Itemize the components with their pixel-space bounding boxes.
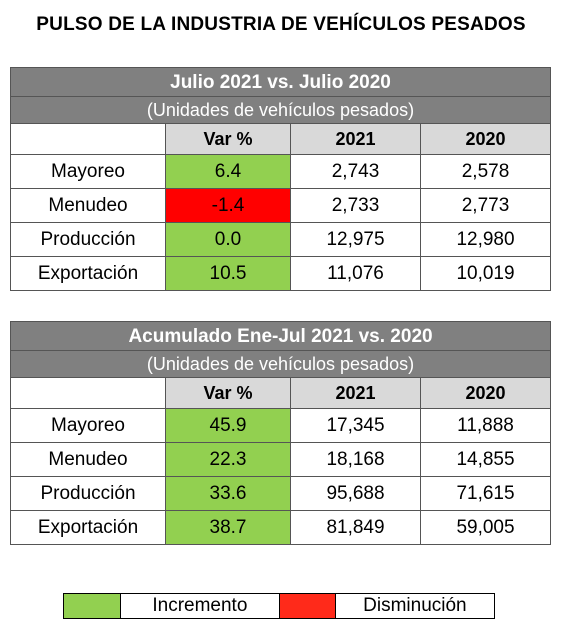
row-label: Mayoreo xyxy=(10,408,166,443)
value-2020: 14,855 xyxy=(419,442,552,477)
row-label: Mayoreo xyxy=(10,154,166,189)
table-row: Mayoreo 6.4 2,743 2,578 xyxy=(10,154,551,189)
header-blank xyxy=(10,377,166,409)
value-2020: 2,773 xyxy=(420,188,551,223)
table-row: Exportación 10.5 11,076 10,019 xyxy=(10,256,551,291)
value-2021: 95,688 xyxy=(290,476,421,511)
header-2021: 2021 xyxy=(290,123,421,155)
legend-increase-swatch xyxy=(64,594,121,618)
table-row: Producción 0.0 12,975 12,980 xyxy=(10,222,551,257)
row-label: Exportación xyxy=(10,510,166,545)
legend-decrease-swatch xyxy=(279,594,336,618)
table-subtitle: (Unidades de vehículos pesados) xyxy=(9,350,552,378)
value-2021: 11,076 xyxy=(290,256,421,291)
value-2020: 10,019 xyxy=(420,256,551,291)
value-2020: 2,578 xyxy=(420,154,551,189)
page-title: PULSO DE LA INDUSTRIA DE VEHÍCULOS PESAD… xyxy=(36,14,526,35)
table-cumulative: Acumulado Ene-Jul 2021 vs. 2020 (Unidade… xyxy=(9,321,552,545)
legend-increase-label: Incremento xyxy=(152,595,248,616)
header-blank xyxy=(10,123,166,155)
header-2020: 2020 xyxy=(420,123,551,155)
value-2020: 59,005 xyxy=(419,510,552,545)
var-cell: 38.7 xyxy=(165,510,291,545)
table-july: Julio 2021 vs. Julio 2020 (Unidades de v… xyxy=(10,67,551,291)
header-var: Var % xyxy=(165,123,291,155)
value-2021: 2,743 xyxy=(290,154,421,189)
header-2020: 2020 xyxy=(419,377,552,409)
value-2021: 18,168 xyxy=(290,442,421,477)
table-title: Acumulado Ene-Jul 2021 vs. 2020 xyxy=(9,321,552,351)
header-2021: 2021 xyxy=(290,377,421,409)
value-2020: 12,980 xyxy=(420,222,551,257)
header-var: Var % xyxy=(165,377,291,409)
value-2021: 2,733 xyxy=(290,188,421,223)
value-2021: 12,975 xyxy=(290,222,421,257)
value-2020: 71,615 xyxy=(419,476,552,511)
table-row: Menudeo -1.4 2,733 2,773 xyxy=(10,188,551,223)
legend: Incremento Disminución xyxy=(63,593,495,619)
table-row: Exportación 38.7 81,849 59,005 xyxy=(10,510,552,545)
var-cell: -1.4 xyxy=(165,188,291,223)
table-subtitle: (Unidades de vehículos pesados) xyxy=(10,96,551,124)
value-2021: 17,345 xyxy=(290,408,421,443)
var-cell: 45.9 xyxy=(165,408,291,443)
table-row: Mayoreo 45.9 17,345 11,888 xyxy=(10,408,552,443)
value-2021: 81,849 xyxy=(290,510,421,545)
var-cell: 22.3 xyxy=(165,442,291,477)
var-cell: 6.4 xyxy=(165,154,291,189)
row-label: Menudeo xyxy=(10,188,166,223)
table-title: Julio 2021 vs. Julio 2020 xyxy=(10,67,551,97)
row-label: Producción xyxy=(10,222,166,257)
row-label: Menudeo xyxy=(10,442,166,477)
var-cell: 33.6 xyxy=(165,476,291,511)
value-2020: 11,888 xyxy=(419,408,552,443)
legend-decrease-label: Disminución xyxy=(363,595,467,616)
var-cell: 10.5 xyxy=(165,256,291,291)
row-label: Producción xyxy=(10,476,166,511)
table-row: Producción 33.6 95,688 71,615 xyxy=(10,476,552,511)
var-cell: 0.0 xyxy=(165,222,291,257)
row-label: Exportación xyxy=(10,256,166,291)
table-row: Menudeo 22.3 18,168 14,855 xyxy=(10,442,552,477)
